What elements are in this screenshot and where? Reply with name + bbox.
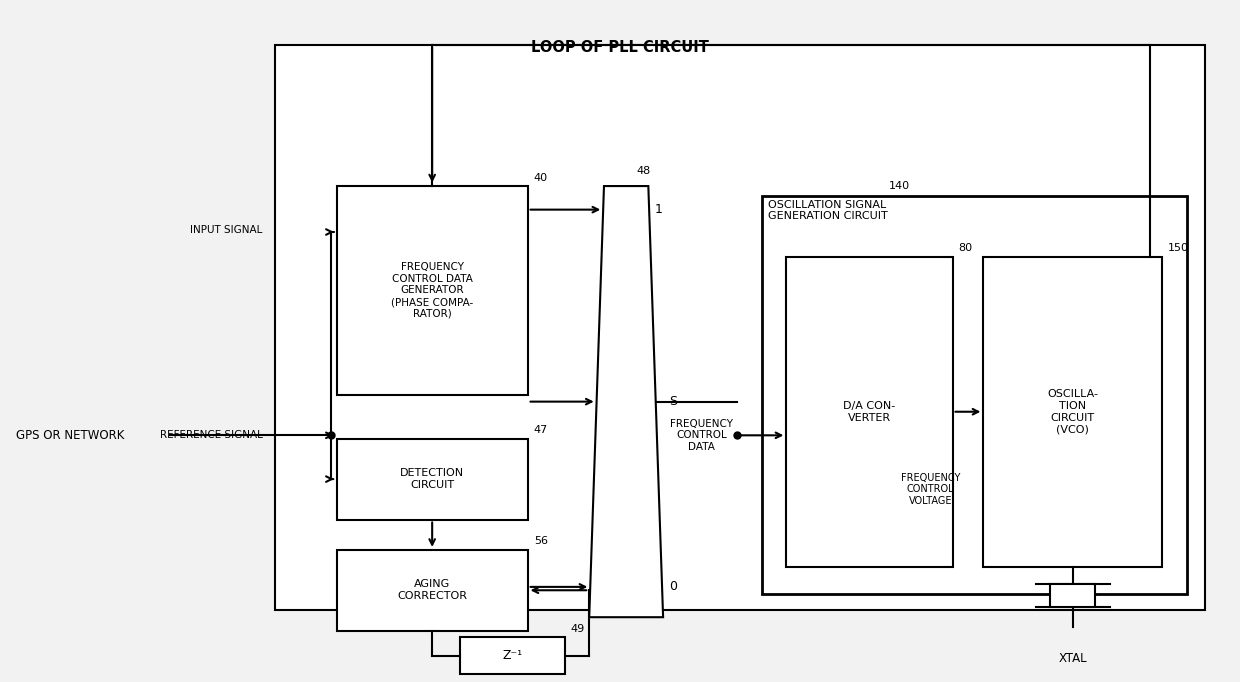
Text: DETECTION
CIRCUIT: DETECTION CIRCUIT [401,469,464,490]
Text: 140: 140 [889,181,910,191]
Text: Z⁻¹: Z⁻¹ [502,649,522,662]
Text: 1: 1 [655,203,662,216]
Bar [761,196,1187,593]
Text: D/A CON-
VERTER: D/A CON- VERTER [843,401,895,423]
Text: FREQUENCY
CONTROL DATA
GENERATOR
(PHASE COMPA-
RATOR): FREQUENCY CONTROL DATA GENERATOR (PHASE … [391,263,474,318]
Bar [786,257,952,567]
Text: AGING
CORRECTOR: AGING CORRECTOR [397,580,467,601]
Bar [337,439,528,520]
Text: 150: 150 [1168,243,1189,254]
Bar [1050,584,1095,607]
Text: FREQUENCY
CONTROL
DATA: FREQUENCY CONTROL DATA [670,419,733,452]
Bar [460,638,564,674]
Text: 47: 47 [533,426,548,435]
Text: S: S [670,395,677,408]
Text: GPS OR NETWORK: GPS OR NETWORK [16,429,125,442]
Text: FREQUENCY
CONTROL
VOLTAGE: FREQUENCY CONTROL VOLTAGE [900,473,960,506]
Polygon shape [589,186,663,617]
Bar [275,44,1205,610]
Text: INPUT SIGNAL: INPUT SIGNAL [191,225,263,235]
Text: LOOP OF PLL CIRCUIT: LOOP OF PLL CIRCUIT [531,40,709,55]
Text: 48: 48 [636,166,650,176]
Text: REFERENCE SIGNAL: REFERENCE SIGNAL [160,430,263,441]
Text: OSCILLATION SIGNAL
GENERATION CIRCUIT: OSCILLATION SIGNAL GENERATION CIRCUIT [768,200,888,221]
Text: 56: 56 [533,537,548,546]
Text: 49: 49 [570,624,585,634]
Bar [337,186,528,395]
Text: 0: 0 [670,580,677,593]
Bar [983,257,1162,567]
Text: XTAL: XTAL [1059,653,1087,666]
Bar [337,550,528,631]
Text: 80: 80 [959,243,973,254]
Text: OSCILLA-
TION
CIRCUIT
(VCO): OSCILLA- TION CIRCUIT (VCO) [1047,389,1099,434]
Text: 40: 40 [533,173,548,183]
